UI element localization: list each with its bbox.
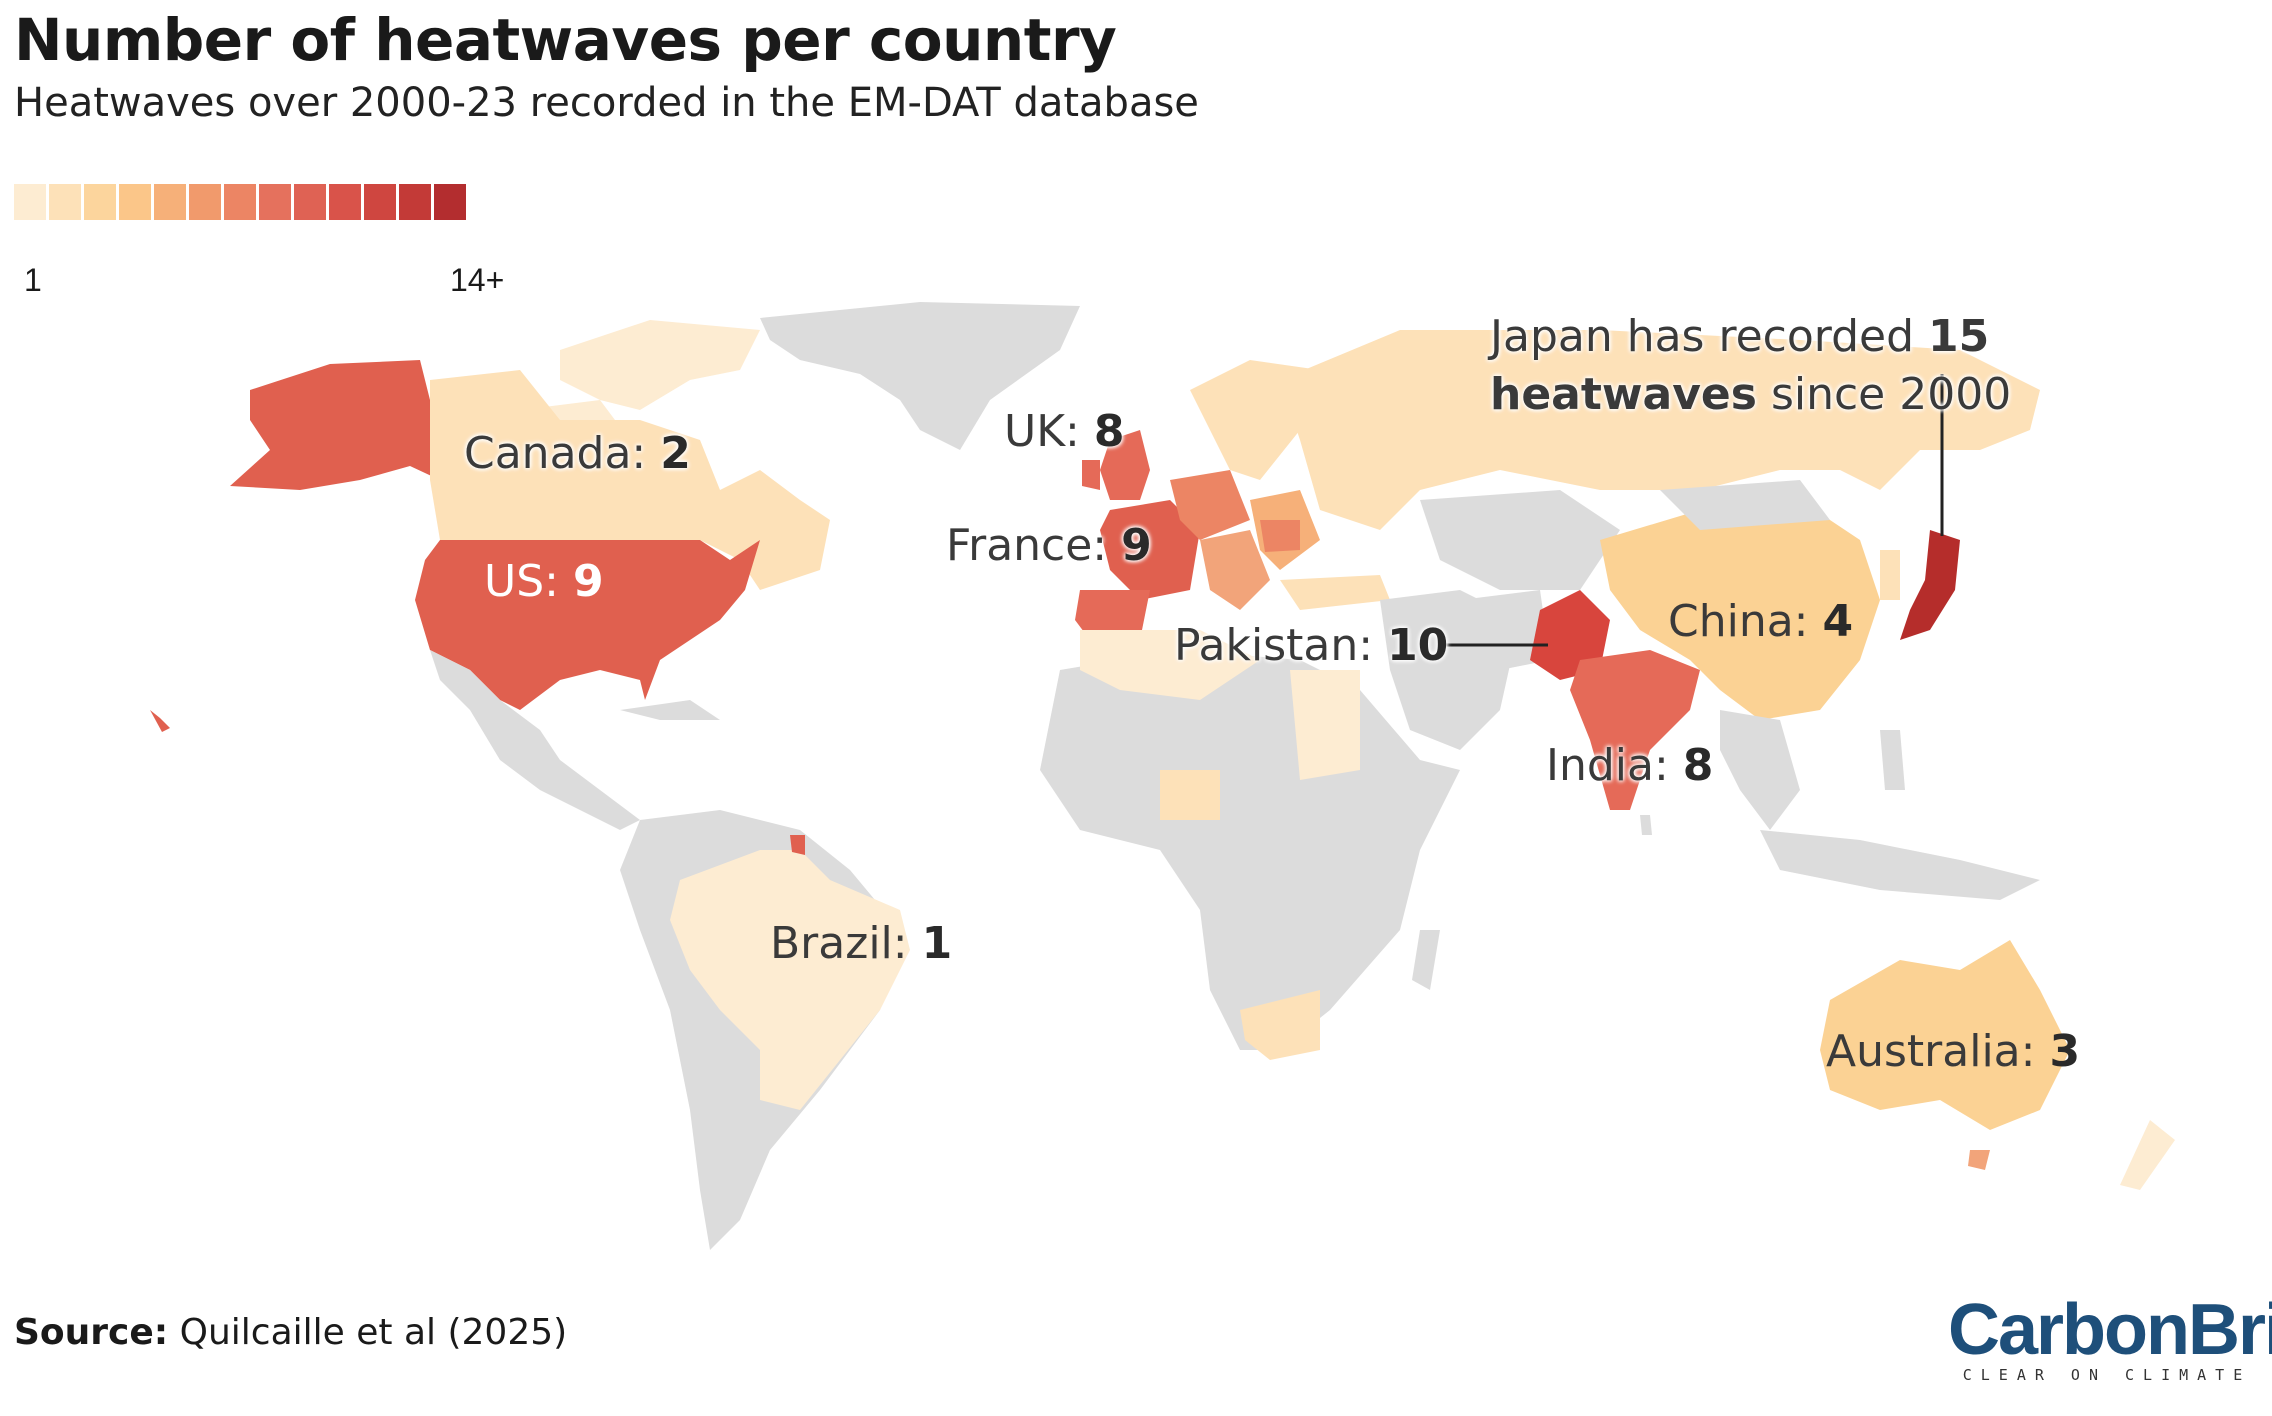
romania <box>1260 520 1300 552</box>
legend-swatch-1 <box>14 184 46 220</box>
legend-swatch-8 <box>259 184 291 220</box>
legend-swatch-10 <box>329 184 361 220</box>
label-pakistan: Pakistan: 10 <box>1174 620 1449 671</box>
legend-swatch-11 <box>364 184 396 220</box>
russia <box>1280 330 2040 530</box>
canada <box>430 370 830 590</box>
brazil <box>670 850 910 1110</box>
japan-callout: Japan has recorded 15 heatwaves since 20… <box>1490 311 2012 420</box>
world-map <box>150 302 2175 1250</box>
egypt-sudan <box>1290 670 1360 780</box>
label-india: India: 8 <box>1546 740 1714 791</box>
legend-swatch-3 <box>84 184 116 220</box>
legend-swatch-7 <box>224 184 256 220</box>
mongolia <box>1660 480 1830 530</box>
france <box>1100 500 1200 600</box>
madagascar <box>1412 930 1440 990</box>
italy-balkans <box>1200 530 1270 610</box>
new-zealand <box>2120 1120 2175 1190</box>
africa <box>1040 650 1460 1050</box>
canada-arctic-islands <box>520 320 760 450</box>
spain-portugal <box>1075 590 1150 640</box>
legend-swatch-5 <box>154 184 186 220</box>
label-australia: Australia: 3 <box>1826 1026 2081 1077</box>
tasmania <box>1968 1150 1990 1170</box>
india <box>1570 650 1700 810</box>
japan <box>1900 530 1960 640</box>
iran <box>1460 590 1550 670</box>
chart-title: Number of heatwaves per country <box>14 6 1117 74</box>
mexico <box>430 650 640 830</box>
legend-swatch-12 <box>399 184 431 220</box>
australia <box>1820 940 2070 1130</box>
nigeria <box>1160 770 1220 820</box>
color-legend: 1 14+ <box>14 184 514 298</box>
french-guiana <box>790 835 805 855</box>
china <box>1600 500 1880 720</box>
label-china: China: 4 <box>1668 596 1854 647</box>
label-us: US: 9 <box>484 556 604 607</box>
southeast-asia <box>1720 710 1800 830</box>
korea <box>1880 550 1900 600</box>
indonesia <box>1760 830 2040 900</box>
legend-swatch-9 <box>294 184 326 220</box>
label-france: France: 9 <box>946 520 1152 571</box>
legend-swatch-4 <box>119 184 151 220</box>
north-africa <box>1080 630 1260 700</box>
united-kingdom <box>1100 430 1150 500</box>
greenland <box>760 302 1080 450</box>
central-europe <box>1170 470 1250 540</box>
chart-subtitle: Heatwaves over 2000-23 recorded in the E… <box>14 80 1199 126</box>
source-note: Source: Quilcaille et al (2025) <box>14 1312 568 1353</box>
brand-name: CarbonBrief <box>1948 1290 2272 1370</box>
philippines <box>1880 730 1905 790</box>
legend-swatch-2 <box>49 184 81 220</box>
legend-color-scale <box>14 184 514 220</box>
legend-min-label: 1 <box>24 262 42 298</box>
south-africa <box>1240 990 1320 1060</box>
alaska <box>230 360 440 490</box>
sri-lanka <box>1640 815 1652 835</box>
ireland <box>1082 460 1100 490</box>
hawaii <box>150 710 170 732</box>
label-canada: Canada: 2 <box>464 428 691 479</box>
carbon-brief-logo: CarbonBrief CLEAR ON CLIMATE <box>1948 1290 2272 1384</box>
united-states <box>415 540 760 710</box>
cuba <box>620 700 720 720</box>
brand-tagline: CLEAR ON CLIMATE <box>1962 1366 2252 1384</box>
central-asia <box>1420 490 1620 590</box>
legend-swatch-6 <box>189 184 221 220</box>
legend-max-label: 14+ <box>450 262 505 298</box>
legend-swatch-13 <box>434 184 466 220</box>
label-uk: UK: 8 <box>1004 406 1125 457</box>
pakistan <box>1530 590 1610 680</box>
turkey <box>1280 575 1390 610</box>
label-brazil: Brazil: 1 <box>770 918 953 969</box>
